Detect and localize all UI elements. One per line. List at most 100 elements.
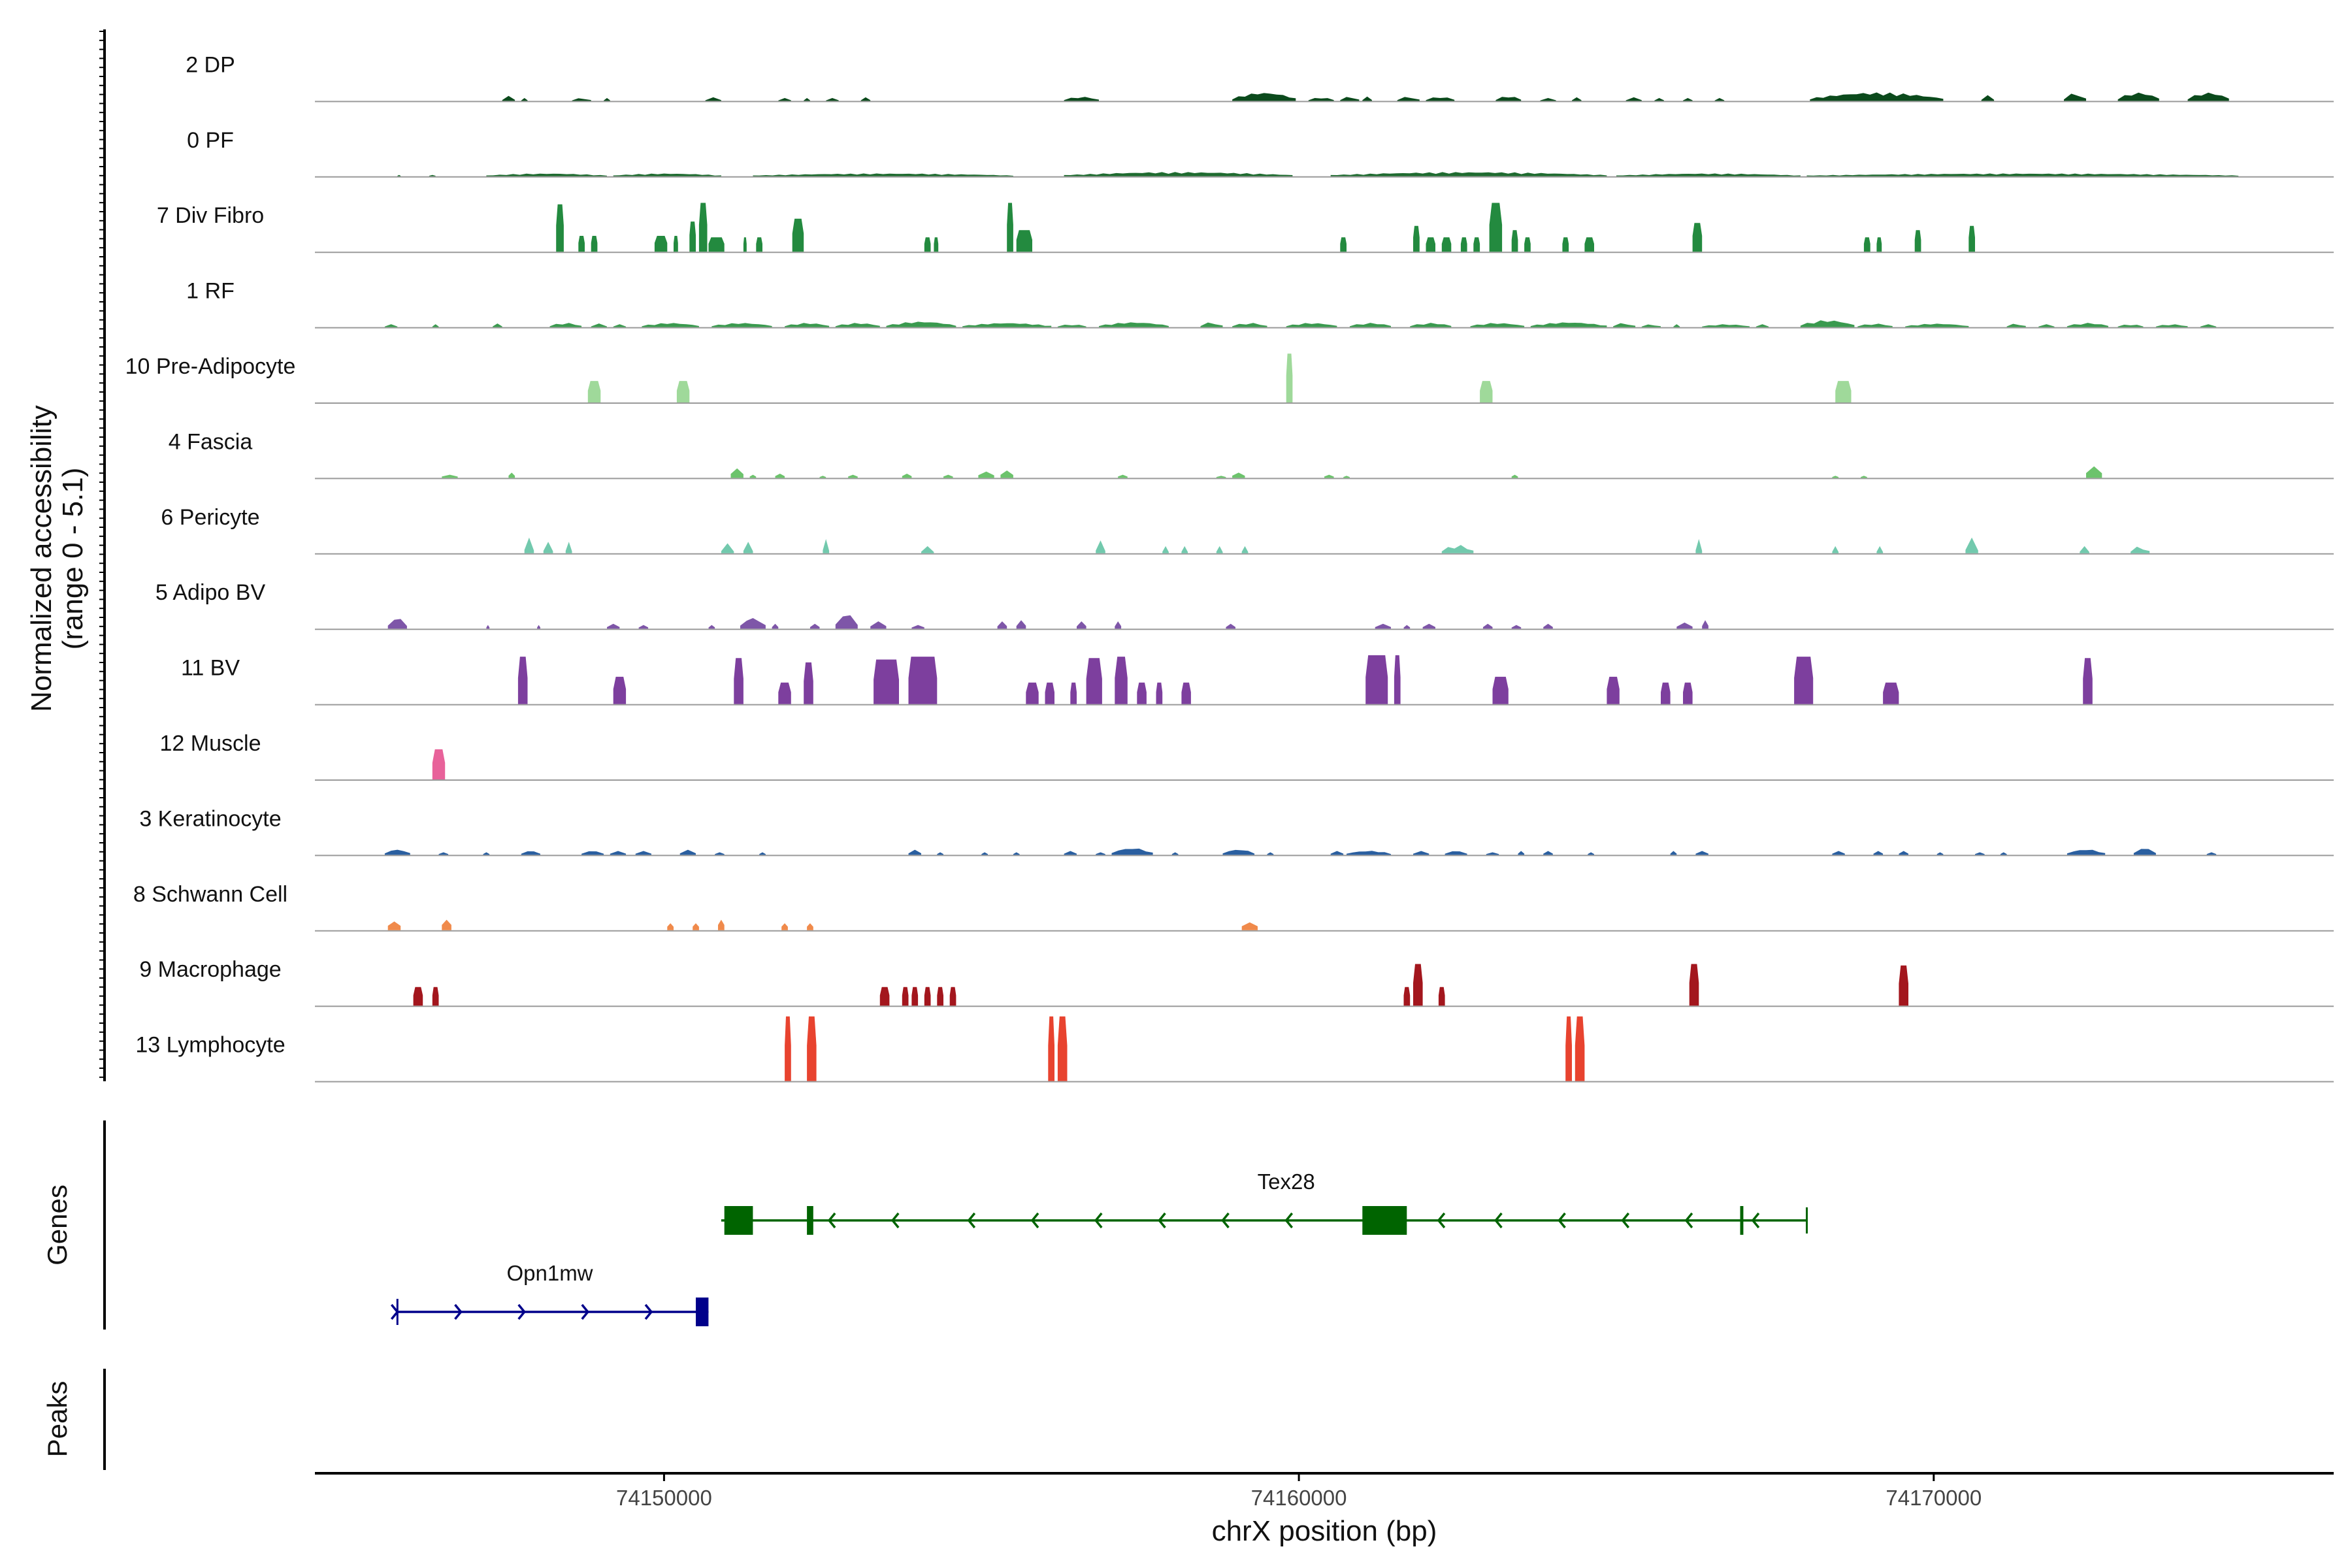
- coverage-peak: [1800, 320, 1855, 327]
- y-axis-label-line2: (range 0 - 5.1): [57, 468, 89, 650]
- coverage-peak: [486, 173, 607, 176]
- track: 12 Muscle: [160, 731, 2334, 781]
- track-label: 2 DP: [186, 52, 235, 77]
- coverage-peak: [785, 323, 830, 327]
- coverage-peak: [1702, 620, 1708, 629]
- coverage-peak: [1714, 98, 1725, 101]
- x-axis-tick-label: 74160000: [1251, 1486, 1347, 1510]
- x-axis-ticks: 74150000 74160000 74170000: [616, 1473, 1982, 1510]
- coverage-peak: [537, 625, 540, 629]
- coverage-peak: [2066, 849, 2106, 855]
- track-label: 9 Macrophage: [139, 957, 281, 982]
- coverage-peak: [1673, 324, 1680, 327]
- coverage-peak: [1013, 852, 1020, 855]
- coverage-peak: [921, 546, 934, 553]
- track-label: 7 Div Fibro: [157, 203, 264, 228]
- coverage-peak: [1343, 476, 1350, 478]
- coverage-peak: [1936, 852, 1944, 855]
- coverage-peak: [2006, 323, 2026, 327]
- coverage-peak: [1981, 95, 1995, 101]
- coverage-peak: [502, 95, 515, 101]
- track: 8 Schwann Cell: [133, 882, 2334, 932]
- coverage-peak: [809, 623, 820, 629]
- track: 7 Div Fibro: [157, 203, 2334, 253]
- coverage-peak: [1026, 682, 1039, 704]
- coverage-peak: [1241, 922, 1258, 930]
- coverage-peak: [1965, 537, 1978, 553]
- strand-arrow: [1284, 1212, 1294, 1229]
- coverage-peak: [1575, 1016, 1585, 1081]
- coverage-peak: [775, 474, 785, 478]
- coverage-peak: [2206, 852, 2217, 855]
- coverage-peak: [1489, 203, 1503, 252]
- track-label: 12 Muscle: [160, 731, 261, 756]
- coverage-peak: [934, 237, 939, 252]
- coverage-peak: [708, 237, 725, 252]
- coverage-peak: [1899, 965, 1908, 1006]
- coverage-peak: [581, 851, 604, 855]
- coverage-peak: [1340, 97, 1360, 101]
- coverage-peak: [1365, 655, 1388, 704]
- strand-arrow: [644, 1303, 653, 1320]
- coverage-peak: [1330, 172, 1607, 176]
- coverage-peak: [1111, 848, 1153, 855]
- coverage-peak: [1064, 851, 1077, 855]
- coverage-peak: [807, 1016, 817, 1081]
- strand-arrow: [1751, 1212, 1760, 1229]
- coverage-peak: [981, 852, 988, 855]
- coverage-peak: [1330, 851, 1344, 855]
- coverage-peak: [823, 539, 830, 553]
- coverage-y-axis-ticks: [99, 31, 105, 1078]
- coverage-peak: [549, 323, 582, 327]
- coverage-peak: [1016, 230, 1032, 252]
- coverage-peak: [711, 323, 772, 327]
- coverage-peak: [1562, 237, 1569, 252]
- coverage-peak: [1181, 682, 1191, 704]
- coverage-peak: [493, 323, 502, 327]
- coverage-peak: [937, 852, 943, 855]
- coverage-peak: [638, 625, 649, 629]
- coverage-peak: [924, 237, 931, 252]
- coverage-peak: [1543, 623, 1553, 629]
- coverage-peak: [387, 921, 401, 930]
- track: 13 Lymphocyte: [135, 1016, 2334, 1083]
- coverage-peak: [610, 851, 627, 855]
- coverage-peak: [432, 987, 439, 1006]
- coverage-peak: [1572, 97, 1582, 101]
- coverage-peak: [772, 623, 779, 629]
- coverage-peak: [1873, 851, 1884, 855]
- exon: [807, 1206, 813, 1235]
- coverage-peak: [1137, 682, 1147, 704]
- coverage-peak: [718, 919, 725, 930]
- coverage-peak: [1616, 173, 1801, 176]
- coverage-peak: [908, 657, 938, 704]
- coverage-peak: [1492, 676, 1509, 704]
- coverage-peak: [1232, 472, 1245, 478]
- coverage-peak: [1511, 625, 1522, 629]
- coverage-peak: [1543, 851, 1553, 855]
- track-label: 13 Lymphocyte: [135, 1033, 285, 1058]
- coverage-peak: [517, 657, 528, 704]
- coverage-peak: [908, 849, 921, 855]
- coverage-peak: [1676, 622, 1693, 629]
- coverage-peak: [1832, 546, 1839, 553]
- coverage-peak: [1835, 381, 1852, 402]
- coverage-peak: [1232, 93, 1296, 101]
- coverage-peak: [1426, 237, 1435, 252]
- coverage-peak: [2117, 325, 2144, 327]
- x-axis-tick-label: 74170000: [1886, 1486, 1982, 1510]
- coverage-peak: [1832, 476, 1839, 478]
- coverage-peak: [1340, 237, 1347, 252]
- coverage-peak: [740, 618, 766, 629]
- gene-annotations: Tex28 Opn1mw: [390, 1169, 1808, 1326]
- coverage-peak: [1756, 324, 1769, 327]
- exon: [724, 1206, 753, 1235]
- y-axis-label-line1: Normalized accessibility: [25, 405, 57, 711]
- track: 2 DP: [186, 52, 2334, 103]
- track-label: 8 Schwann Cell: [133, 882, 287, 907]
- coverage-peak: [911, 987, 919, 1006]
- coverage-peak: [674, 236, 678, 252]
- coverage-peak: [911, 625, 924, 629]
- coverage-peak: [708, 625, 715, 629]
